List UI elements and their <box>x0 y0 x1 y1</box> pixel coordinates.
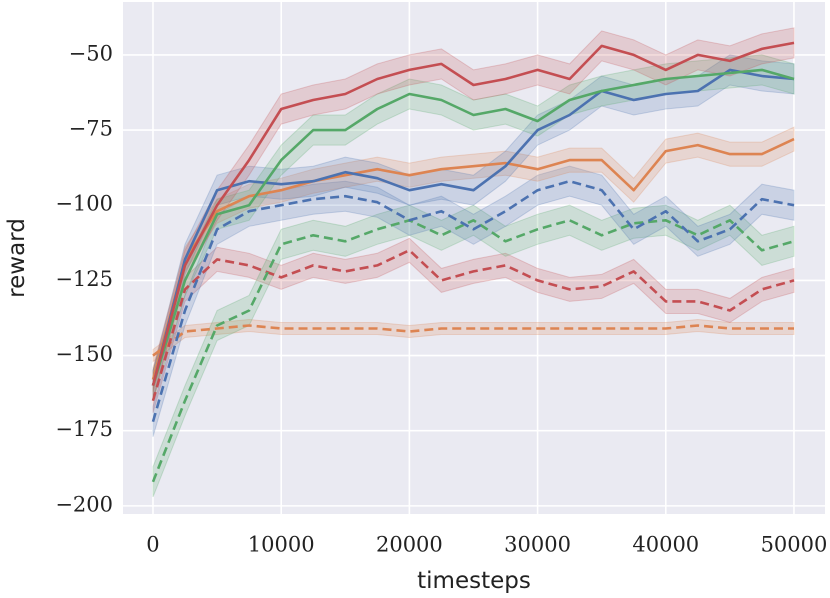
series-line <box>151 68 795 386</box>
y-tick-label: −100 <box>55 192 113 216</box>
series-line <box>152 324 794 357</box>
confidence-band <box>152 204 795 498</box>
confidence-band <box>152 126 795 392</box>
x-tick-label: 0 <box>146 533 159 557</box>
y-axis-label: reward <box>4 218 30 298</box>
series-line <box>151 219 795 483</box>
series-line <box>151 68 795 386</box>
y-tick-label: −125 <box>55 267 113 291</box>
confidence-band <box>152 54 795 401</box>
confidence-band <box>152 54 795 401</box>
y-tick-label: −75 <box>69 117 113 141</box>
y-tick-label: −200 <box>55 492 113 516</box>
y-tick-label: −150 <box>55 342 113 366</box>
y-tick-label: −175 <box>55 417 113 441</box>
confidence-band <box>152 165 795 437</box>
confidence-band <box>152 237 795 413</box>
series-line <box>151 179 795 423</box>
x-tick-label: 30000 <box>504 533 571 557</box>
series-line <box>151 137 795 380</box>
x-tick-label: 10000 <box>248 533 315 557</box>
x-axis-label: timesteps <box>417 568 531 594</box>
series-line <box>151 41 795 386</box>
plot-background <box>123 2 825 514</box>
confidence-band <box>152 318 795 363</box>
x-tick-label: 50000 <box>761 533 828 557</box>
y-tick-label: −50 <box>69 41 113 65</box>
series-line <box>151 249 795 402</box>
confidence-band <box>152 27 795 401</box>
x-tick-label: 20000 <box>376 533 443 557</box>
x-tick-label: 40000 <box>632 533 699 557</box>
